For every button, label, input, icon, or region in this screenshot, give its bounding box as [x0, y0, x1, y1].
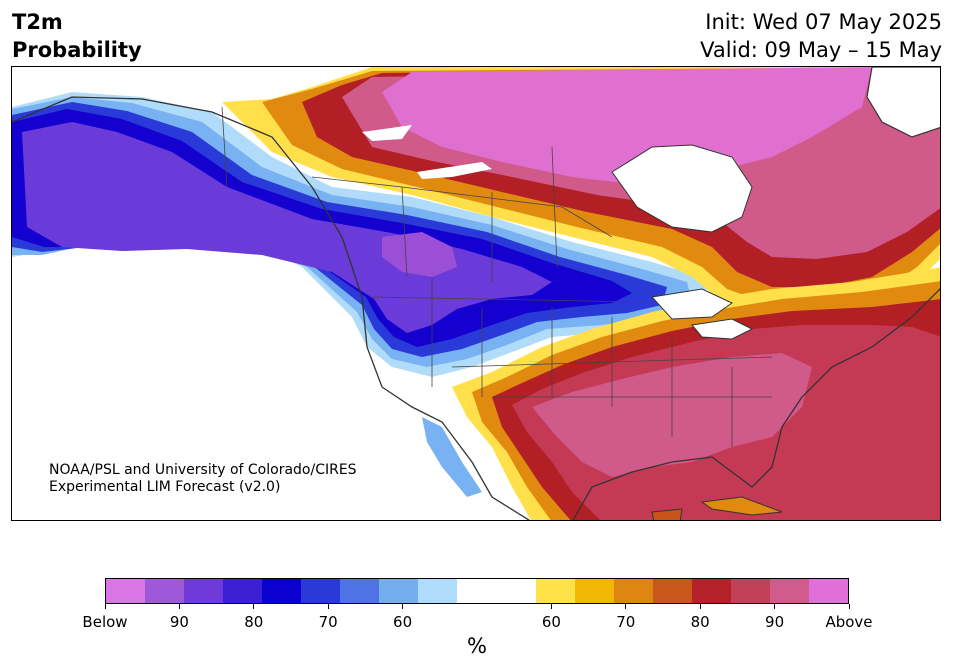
colorbar-tick-mark	[625, 604, 627, 609]
colorbar-tick-mark	[774, 604, 776, 609]
colorbar-tick-mark	[327, 604, 329, 609]
colorbar-tick-label: 90	[169, 613, 189, 631]
credit-line-2: Experimental LIM Forecast (v2.0)	[49, 479, 281, 495]
colorbar-segment	[106, 579, 146, 603]
colorbar-units: %	[467, 634, 487, 658]
colorbar-segment	[535, 579, 575, 603]
colorbar-tick-label: 70	[616, 613, 636, 631]
map-svg	[12, 67, 940, 520]
colorbar-tick-label: 80	[690, 613, 710, 631]
forecast-dates: Init: Wed 07 May 2025 Valid: 09 May – 15…	[700, 8, 942, 64]
colorbar-tick-mark	[699, 604, 701, 609]
colorbar	[105, 578, 849, 604]
map-title: T2m Probability	[12, 8, 142, 64]
colorbar-segment	[262, 579, 302, 603]
colorbar-segment	[691, 579, 731, 603]
colorbar-segment	[457, 579, 497, 603]
colorbar-segment	[769, 579, 809, 603]
colorbar-segment	[808, 579, 848, 603]
title-line-type: Probability	[12, 38, 142, 62]
greenland	[866, 67, 940, 138]
colorbar-tick-label: 90	[765, 613, 785, 631]
colorbar-tick-label: Below	[82, 613, 128, 631]
below-region-90	[382, 232, 457, 277]
state-borders	[221, 106, 773, 447]
credit-text: NOAA/PSL and University of Colorado/CIRE…	[49, 462, 357, 496]
credit-line-1: NOAA/PSL and University of Colorado/CIRE…	[49, 462, 357, 478]
hudson-bay	[611, 144, 753, 233]
colorbar-segment	[145, 579, 185, 603]
colorbar-segment	[496, 579, 536, 603]
colorbar-segment	[223, 579, 263, 603]
colorbar-tick-mark	[402, 604, 404, 609]
colorbar-segment	[730, 579, 770, 603]
colorbar-tick-label: 60	[541, 613, 561, 631]
great-slave-lake	[417, 162, 492, 179]
colorbar-segment	[652, 579, 692, 603]
colorbar-segment	[340, 579, 380, 603]
colorbar-tick-mark	[178, 604, 180, 609]
colorbar-tick-mark	[848, 604, 850, 609]
great-lakes	[651, 288, 754, 340]
above-region-arctic-90	[382, 67, 872, 185]
colorbar-segment	[184, 579, 224, 603]
colorbar-segment	[574, 579, 614, 603]
colorbar-tick-mark	[104, 604, 106, 609]
yucatan	[651, 508, 683, 520]
colorbar-segment	[418, 579, 458, 603]
cuba	[700, 496, 783, 516]
colorbar-tick-label: Above	[825, 613, 873, 631]
colorbar-tick-mark	[253, 604, 255, 609]
colorbar-tick-label: 80	[244, 613, 264, 631]
colorbar-segment	[301, 579, 341, 603]
below-region-southwest	[422, 417, 482, 497]
colorbar-segment	[379, 579, 419, 603]
colorbar-tick-label: 70	[318, 613, 338, 631]
colorbar-tick-mark	[550, 604, 552, 609]
coastline	[12, 96, 940, 520]
colorbar-tick-label: 60	[393, 613, 413, 631]
init-date: Init: Wed 07 May 2025	[705, 10, 942, 34]
colorbar-segment	[613, 579, 653, 603]
great-bear-lake	[362, 125, 412, 141]
probability-map: NOAA/PSL and University of Colorado/CIRE…	[11, 66, 941, 521]
title-line-variable: T2m	[12, 10, 63, 34]
valid-range: Valid: 09 May – 15 May	[700, 38, 942, 62]
below-region-85	[22, 122, 552, 333]
